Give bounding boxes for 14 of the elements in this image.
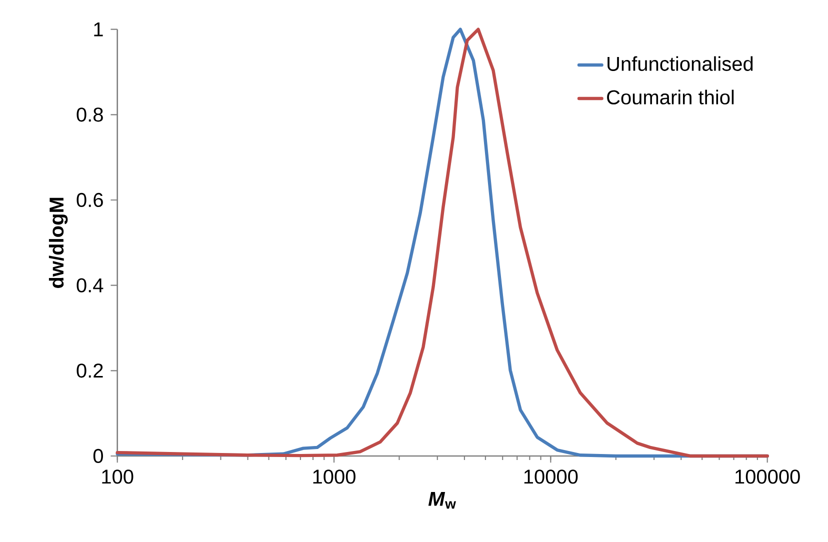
y-tick-label: 0.6: [76, 192, 103, 208]
x-tick-label: 1000: [313, 470, 356, 484]
y-tick-label: 1: [94, 22, 103, 36]
x-tick-label: 10000: [524, 470, 578, 484]
y-tick-label: 0.2: [76, 364, 103, 378]
legend-label: Coumarin thiol: [607, 90, 734, 104]
x-axis-title: M$_{w}$: [428, 492, 456, 509]
x-tick-label: 100000: [735, 470, 800, 484]
y-axis-title: dw/dlogM: [48, 198, 68, 288]
y-tick-label: 0: [93, 448, 103, 464]
legend-label: Unfunctionalised: [608, 56, 753, 71]
y-tick-label: 0.8: [76, 108, 103, 122]
y-tick-label: 0.4: [76, 278, 104, 292]
x-tick-label: 100: [102, 470, 134, 484]
